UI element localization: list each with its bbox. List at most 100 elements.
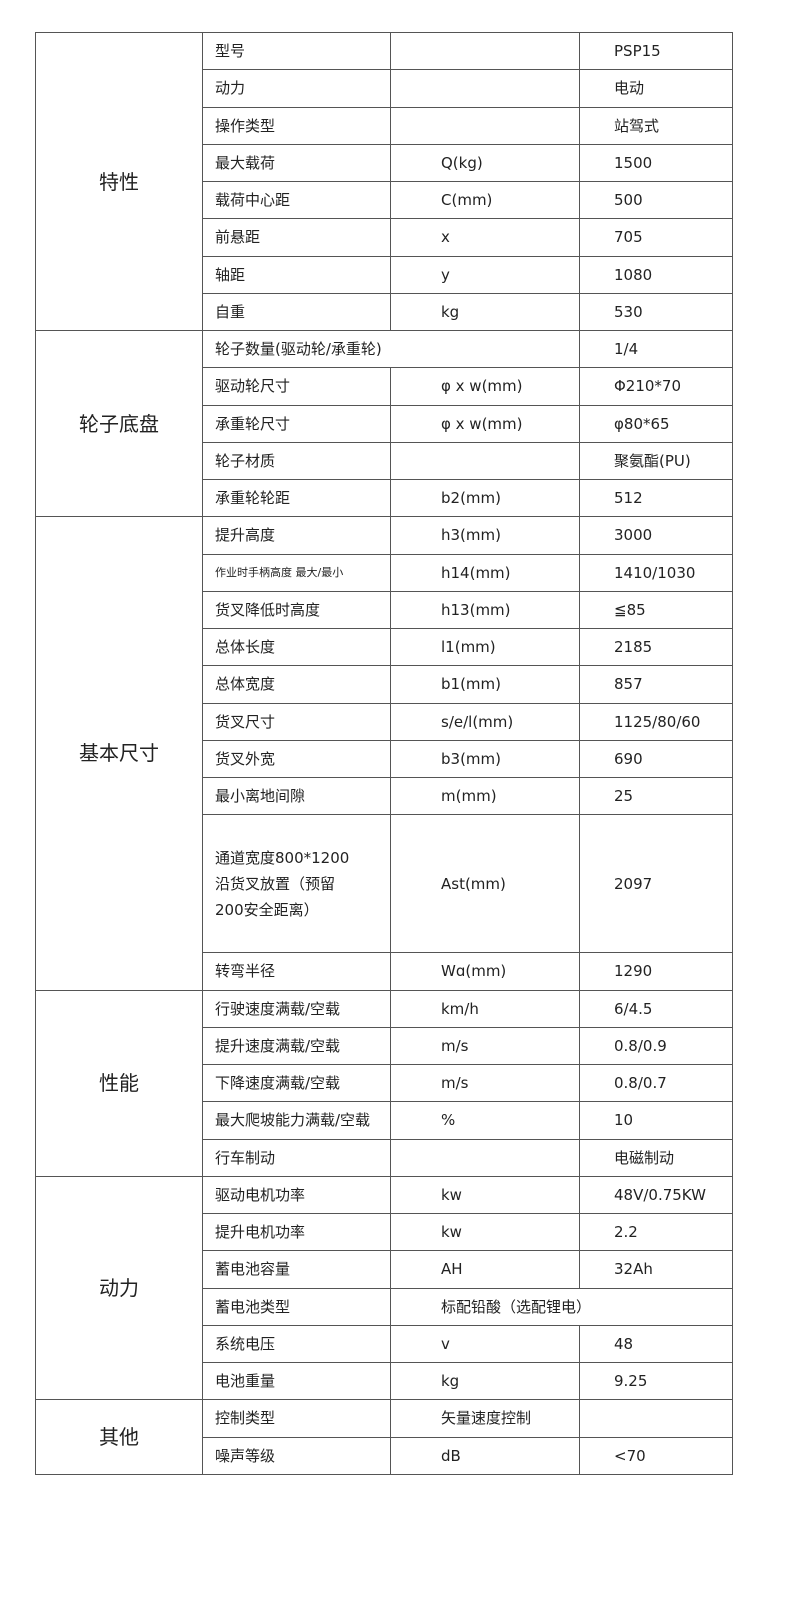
item-name: 行驶速度满载/空载 (202, 989, 391, 1028)
item-value: 705 (579, 218, 733, 257)
item-unit: 矢量速度控制 (390, 1399, 580, 1438)
item-name: 蓄电池类型 (202, 1287, 391, 1326)
item-value: 530 (579, 292, 733, 332)
item-value: 500 (579, 180, 733, 220)
item-name: 控制类型 (202, 1399, 391, 1438)
spec-row: 驱动轮尺寸 φ x w(mm) Φ210*70 (36, 367, 733, 406)
spec-row: 其他 控制类型 矢量速度控制 (35, 1399, 733, 1475)
item-unit: h14(mm) (390, 553, 580, 592)
item-unit: l1(mm) (390, 627, 580, 667)
item-unit: b2(mm) (390, 478, 580, 518)
item-value: 6/4.5 (579, 989, 733, 1028)
item-name: 货叉尺寸 (202, 702, 391, 741)
item-value: 48 (579, 1324, 733, 1364)
item-value: 标配铅酸（选配锂电） (390, 1287, 733, 1326)
spec-row: 轮子底盘 轮子数量(驱动轮/承重轮) 1/4 (35, 329, 733, 518)
item-name: 下降速度满载/空载 (202, 1063, 391, 1103)
item-unit: Q(kg) (390, 143, 580, 183)
spec-row: 总体宽度 b1(mm) 857 (36, 665, 733, 704)
item-name: 驱动轮尺寸 (202, 367, 391, 406)
item-name: 系统电压 (202, 1324, 391, 1364)
item-value: 站驾式 (579, 106, 733, 145)
spec-row: 最大载荷 Q(kg) 1500 (36, 143, 733, 183)
group-label: 轮子底盘 (35, 329, 203, 518)
item-name: 最大载荷 (202, 143, 391, 183)
item-unit: m(mm) (390, 776, 580, 816)
item-name: 驱动电机功率 (202, 1175, 391, 1215)
spec-row: 电池重量 kg 9.25 (36, 1361, 733, 1401)
item-value: 3000 (579, 516, 733, 555)
spec-row: 轴距 y 1080 (36, 255, 733, 294)
item-value: 857 (579, 665, 733, 704)
item-name: 货叉外宽 (202, 739, 391, 779)
item-name: 轴距 (202, 255, 391, 294)
item-value: 电磁制动 (579, 1138, 733, 1177)
item-value: 1080 (579, 255, 733, 294)
item-name: 转弯半径 (202, 952, 391, 991)
item-unit: C(mm) (390, 180, 580, 220)
item-value: 1290 (579, 952, 733, 991)
item-name: 提升高度 (202, 516, 391, 555)
item-name: 噪声等级 (202, 1436, 391, 1475)
item-unit: b1(mm) (390, 665, 580, 704)
item-name: 型号 (202, 31, 391, 71)
item-name: 提升电机功率 (202, 1212, 391, 1252)
spec-row: 基本尺寸 提升高度 h3(mm) 3000 (35, 516, 733, 991)
item-unit: b3(mm) (390, 739, 580, 779)
item-name: 提升速度满载/空载 (202, 1026, 391, 1066)
group-label: 基本尺寸 (35, 516, 203, 991)
item-value: 聚氨酯(PU) (579, 441, 733, 481)
spec-row: 转弯半径 Wɑ(mm) 1290 (36, 952, 733, 991)
item-unit: AH (390, 1250, 580, 1289)
item-name: 载荷中心距 (202, 180, 391, 220)
item-unit: kw (390, 1212, 580, 1252)
item-unit: m/s (390, 1063, 580, 1103)
item-value: 0.8/0.7 (579, 1063, 733, 1103)
spec-row: 自重 kg 530 (36, 292, 733, 332)
spec-row: 最大爬坡能力满载/空载% 10 (36, 1101, 733, 1140)
empty-cell (579, 1399, 733, 1438)
group-label: 其他 (35, 1399, 203, 1475)
spec-row: 动力 电动 (36, 69, 733, 108)
spec-row: 作业时手柄高度 最大/最小 h14(mm) 1410/1030 (36, 553, 733, 592)
group-label: 性能 (35, 989, 203, 1177)
item-value: 690 (579, 739, 733, 779)
item-unit: Ast(mm) (390, 814, 580, 954)
item-unit: φ x w(mm) (390, 367, 580, 406)
item-value: Φ210*70 (579, 367, 733, 406)
item-name: 承重轮尺寸 (202, 404, 391, 443)
empty-cell (390, 441, 580, 481)
item-unit: % (390, 1101, 580, 1140)
item-value: 25 (579, 776, 733, 816)
item-name: 轮子材质 (202, 441, 391, 481)
item-name: 货叉降低时高度 (202, 590, 391, 630)
spec-row: 系统电压 v 48 (36, 1324, 733, 1364)
spec-row: 提升电机功率 kw 2.2 (36, 1212, 733, 1252)
item-name: 作业时手柄高度 最大/最小 (202, 553, 391, 592)
spec-row: 特性 型号 PSP15 (35, 31, 733, 331)
item-value: 10 (579, 1101, 733, 1140)
item-value: 1/4 (579, 329, 733, 369)
spec-table: 特性 型号 PSP15 动力 电动 操作类型 站驾式 最大载荷 Q(kg) 1500 载荷中心距 C(… (35, 31, 733, 1475)
item-name: 最小离地间隙 (202, 776, 391, 816)
item-unit: kg (390, 292, 580, 332)
item-name: 动力 (202, 69, 391, 108)
group-label: 特性 (35, 32, 203, 331)
item-unit: v (390, 1324, 580, 1364)
item-unit: km/h (390, 989, 580, 1028)
item-value: 32Ah (579, 1250, 733, 1289)
empty-cell (390, 1138, 580, 1177)
item-value: <70 (579, 1436, 733, 1475)
item-name: 承重轮轮距 (202, 478, 391, 518)
empty-cell (390, 31, 580, 71)
item-unit: y (390, 255, 580, 294)
spec-row: 操作类型 站驾式 (36, 106, 733, 145)
item-name: 蓄电池容量 (202, 1250, 391, 1289)
spec-row: 蓄电池容量 AH 32Ah (36, 1250, 733, 1289)
item-name: 自重 (202, 292, 391, 332)
spec-row: 轮子材质 聚氨酯(PU) (36, 441, 733, 481)
item-unit: kw (390, 1175, 580, 1215)
item-unit: dB (390, 1436, 580, 1475)
item-name: 轮子数量(驱动轮/承重轮) (202, 329, 580, 369)
item-name: 电池重量 (202, 1361, 391, 1401)
